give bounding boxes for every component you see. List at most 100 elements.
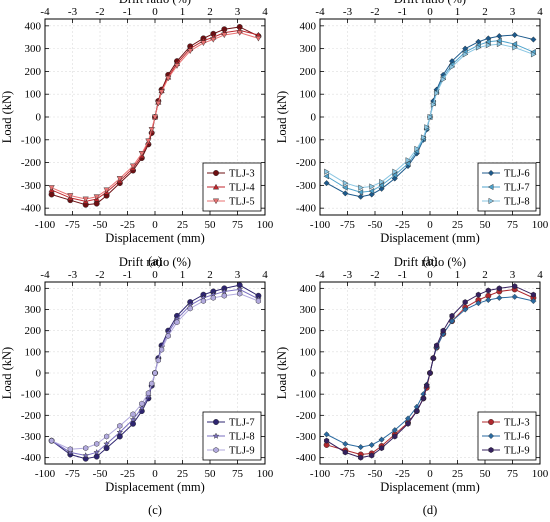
y-tick-label: -400 bbox=[296, 452, 317, 464]
x2-tick-label: -3 bbox=[68, 6, 78, 18]
legend-label: TLJ-9 bbox=[229, 446, 255, 457]
data-point bbox=[434, 343, 439, 349]
x2-axis-title: Drift ratio (%) bbox=[119, 0, 191, 6]
x2-tick-label: 3 bbox=[510, 6, 516, 18]
x2-tick-label: 0 bbox=[427, 269, 433, 281]
x-tick-label: -100 bbox=[310, 468, 331, 480]
x2-tick-label: 4 bbox=[537, 6, 543, 18]
data-point bbox=[324, 438, 329, 444]
data-point bbox=[450, 313, 455, 319]
x2-tick-label: -1 bbox=[123, 269, 132, 281]
data-point bbox=[94, 441, 99, 447]
data-point bbox=[201, 298, 206, 304]
x-tick-label: 25 bbox=[452, 468, 464, 480]
data-point bbox=[497, 286, 502, 292]
y-tick-label: 0 bbox=[36, 368, 42, 380]
x-axis-title: Displacement (mm) bbox=[380, 480, 480, 494]
y-tick-label: -200 bbox=[296, 410, 317, 422]
x-tick-label: 75 bbox=[232, 219, 244, 231]
y-tick-label: -200 bbox=[21, 410, 42, 422]
data-point bbox=[159, 347, 164, 353]
y-axis-title: Load (kN) bbox=[0, 347, 14, 399]
x-axis-title: Displacement (mm) bbox=[105, 480, 205, 494]
x-tick-label: 0 bbox=[427, 219, 433, 231]
y-tick-label: -400 bbox=[21, 203, 42, 215]
x2-tick-label: -2 bbox=[370, 6, 379, 18]
x2-tick-label: 4 bbox=[262, 269, 268, 281]
data-point bbox=[104, 445, 110, 451]
x2-tick-label: -4 bbox=[315, 269, 325, 281]
x-tick-label: 100 bbox=[257, 468, 274, 480]
x-tick-label: -100 bbox=[310, 219, 331, 231]
x-tick-label: -25 bbox=[120, 219, 135, 231]
x-tick-label: 25 bbox=[452, 219, 464, 231]
data-point bbox=[476, 292, 481, 298]
x-tick-label: 100 bbox=[257, 219, 274, 231]
x2-tick-label: 2 bbox=[482, 6, 488, 18]
data-point bbox=[211, 295, 216, 301]
x-tick-label: 50 bbox=[205, 468, 217, 480]
panel-1: -100 -75 -50 -25 0 25 50 75 100 -4 -3 -2 -1 0 1 2 3 4 -400… bbox=[0, 0, 274, 268]
y-tick-label: 300 bbox=[25, 304, 42, 316]
data-point bbox=[156, 358, 161, 364]
data-point bbox=[83, 445, 88, 451]
legend-marker bbox=[213, 419, 219, 425]
x2-tick-label: 0 bbox=[152, 269, 158, 281]
data-point bbox=[222, 293, 227, 299]
x-tick-label: -50 bbox=[368, 468, 383, 480]
data-point bbox=[104, 434, 109, 440]
x2-axis-title: Drift ratio (%) bbox=[119, 255, 191, 269]
x2-tick-label: 4 bbox=[537, 269, 543, 281]
legend-label: TLJ-3 bbox=[229, 169, 255, 180]
y-tick-label: 0 bbox=[36, 112, 42, 124]
x-tick-label: 0 bbox=[152, 219, 158, 231]
x-tick-label: 100 bbox=[532, 219, 549, 231]
legend-label: TLJ-4 bbox=[229, 183, 255, 194]
data-point bbox=[424, 383, 429, 389]
legend: TLJ-3 TLJ-6 TLJ-9 bbox=[478, 412, 536, 460]
y-tick-label: -300 bbox=[296, 180, 317, 192]
x-tick-label: 25 bbox=[177, 219, 189, 231]
y-tick-label: 300 bbox=[300, 43, 317, 55]
x-tick-label: 0 bbox=[152, 468, 158, 480]
x2-tick-label: 0 bbox=[427, 6, 433, 18]
data-point bbox=[369, 453, 374, 459]
data-point bbox=[421, 396, 426, 402]
x2-tick-label: 4 bbox=[262, 6, 268, 18]
legend: TLJ-6TLJ-7TLJ-8 bbox=[478, 163, 536, 211]
x2-tick-label: 0 bbox=[152, 6, 158, 18]
data-point bbox=[94, 454, 100, 460]
panel-label: (d) bbox=[423, 503, 438, 517]
x2-tick-label: 1 bbox=[455, 6, 461, 18]
y-tick-label: 0 bbox=[311, 368, 317, 380]
x2-tick-label: -3 bbox=[343, 269, 353, 281]
data-point bbox=[131, 412, 136, 418]
data-point bbox=[358, 455, 363, 461]
data-point bbox=[49, 192, 55, 198]
data-point bbox=[166, 333, 171, 339]
data-point bbox=[463, 299, 468, 305]
x2-tick-label: 3 bbox=[235, 269, 241, 281]
x2-tick-label: 3 bbox=[235, 6, 241, 18]
x-tick-label: -75 bbox=[340, 468, 355, 480]
data-point bbox=[428, 370, 433, 376]
legend: TLJ-3TLJ-4TLJ-5 bbox=[203, 163, 261, 211]
data-point bbox=[392, 434, 397, 440]
panel-3: -100 -75 -50 -25 0 25 50 75 100-4 -3 -2 -1 0 1 2 3 4-400… bbox=[0, 255, 274, 517]
data-point bbox=[149, 381, 154, 387]
data-point bbox=[68, 446, 73, 452]
y-axis-title: Load (kN) bbox=[275, 91, 289, 143]
y-tick-label: 400 bbox=[25, 20, 42, 32]
y-tick-label: 100 bbox=[25, 89, 42, 101]
x-tick-label: -100 bbox=[35, 468, 56, 480]
x2-tick-label: -1 bbox=[398, 269, 407, 281]
x2-axis-title: Drift ratio (%) bbox=[394, 0, 466, 6]
data-point bbox=[441, 328, 446, 334]
data-point bbox=[379, 445, 384, 451]
x2-tick-label: 2 bbox=[207, 269, 213, 281]
x2-tick-label: 1 bbox=[180, 269, 186, 281]
panel-2: -100 -75 -50 -25 0 25 50 75 100-4 -3 -2 -1 0 1 2 3 4-400… bbox=[275, 0, 549, 268]
data-point bbox=[117, 423, 122, 429]
y-tick-label: -300 bbox=[21, 431, 42, 443]
